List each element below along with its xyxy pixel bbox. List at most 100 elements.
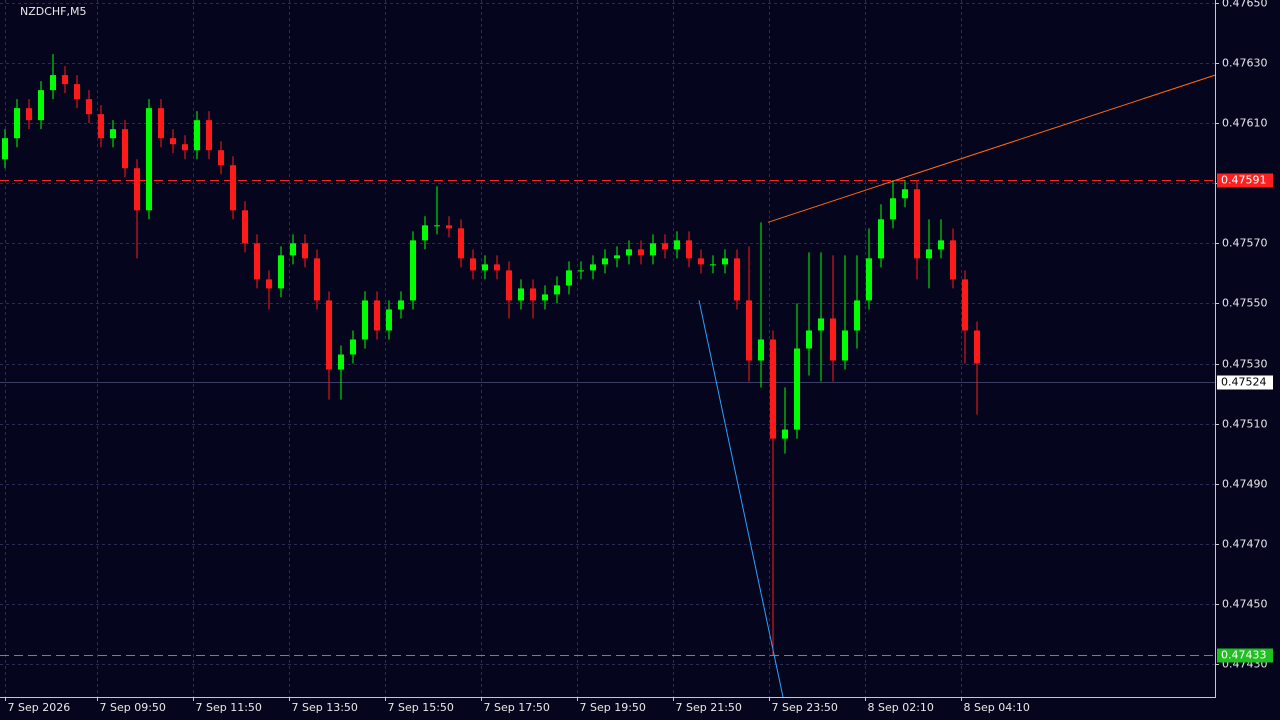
candle-body bbox=[638, 249, 644, 256]
candle-body bbox=[626, 249, 632, 256]
candle-body bbox=[734, 258, 740, 301]
x-tick-label: 7 Sep 23:50 bbox=[772, 701, 838, 714]
candle-body bbox=[230, 165, 236, 211]
candle-body bbox=[86, 99, 92, 115]
candle-body bbox=[518, 288, 524, 301]
trend-line bbox=[767, 74, 1216, 223]
candle-body bbox=[854, 300, 860, 331]
candle-body bbox=[698, 258, 704, 265]
y-tick-label: 0.47650 bbox=[1222, 0, 1268, 10]
candle-body bbox=[122, 129, 128, 169]
price-tag bbox=[1217, 375, 1273, 390]
y-tick-label: 0.47530 bbox=[1222, 358, 1268, 371]
candle-body bbox=[722, 258, 728, 265]
x-tick-label: 8 Sep 04:10 bbox=[964, 701, 1030, 714]
candle-body bbox=[194, 120, 200, 151]
candle-body bbox=[134, 168, 140, 211]
x-tick-label: 7 Sep 13:50 bbox=[292, 701, 358, 714]
candle-body bbox=[110, 129, 116, 139]
candle-body bbox=[158, 108, 164, 139]
candle-body bbox=[830, 318, 836, 361]
candle-body bbox=[506, 270, 512, 301]
candle-body bbox=[890, 198, 896, 220]
candle-body bbox=[542, 294, 548, 301]
x-tick-label: 7 Sep 19:50 bbox=[580, 701, 646, 714]
candle-body bbox=[386, 309, 392, 331]
candle-body bbox=[566, 270, 572, 286]
candle-body bbox=[770, 339, 776, 439]
candle-body bbox=[170, 138, 176, 145]
candle-body bbox=[218, 150, 224, 166]
candle-body bbox=[434, 225, 440, 227]
candle-body bbox=[806, 330, 812, 349]
candle-body bbox=[818, 318, 824, 331]
candle-body bbox=[26, 108, 32, 121]
candle-body bbox=[710, 264, 716, 266]
candle-body bbox=[866, 258, 872, 301]
price-tag bbox=[1217, 173, 1273, 188]
candle-body bbox=[878, 219, 884, 259]
candle-body bbox=[290, 243, 296, 256]
candle-body bbox=[746, 300, 752, 361]
y-tick-label: 0.47490 bbox=[1222, 478, 1268, 491]
candle-body bbox=[482, 264, 488, 271]
candle-body bbox=[602, 258, 608, 265]
candle-body bbox=[554, 285, 560, 295]
candle-body bbox=[62, 75, 68, 85]
candle-body bbox=[182, 144, 188, 151]
y-tick-label: 0.47630 bbox=[1222, 57, 1268, 70]
candle-body bbox=[458, 228, 464, 259]
candle-body bbox=[686, 240, 692, 259]
candle-body bbox=[146, 108, 152, 211]
x-tick-label: 7 Sep 2026 bbox=[8, 701, 71, 714]
candle-body bbox=[350, 339, 356, 355]
candle-body bbox=[326, 300, 332, 370]
candle-body bbox=[2, 138, 8, 160]
price-tag bbox=[1217, 648, 1273, 663]
candle-body bbox=[410, 240, 416, 301]
trend-line bbox=[698, 300, 784, 698]
candle-body bbox=[758, 339, 764, 361]
y-tick-label: 0.47570 bbox=[1222, 237, 1268, 250]
candle-body bbox=[674, 240, 680, 250]
candle-body bbox=[446, 225, 452, 229]
candle-body bbox=[470, 258, 476, 271]
candle-body bbox=[530, 288, 536, 301]
candle-body bbox=[962, 279, 968, 331]
chart-title: NZDCHF,M5 bbox=[20, 5, 87, 18]
candle-body bbox=[362, 300, 368, 340]
candle-body bbox=[914, 189, 920, 259]
candle-body bbox=[590, 264, 596, 271]
price-tag-label: 0.47524 bbox=[1221, 376, 1267, 389]
candle-body bbox=[242, 210, 248, 244]
candle-body bbox=[74, 84, 80, 100]
candle-body bbox=[254, 243, 260, 280]
candle-body bbox=[794, 348, 800, 430]
candle-body bbox=[938, 240, 944, 250]
candle-body bbox=[338, 354, 344, 370]
candle-body bbox=[374, 300, 380, 331]
candle-body bbox=[38, 90, 44, 121]
price-tag-label: 0.47433 bbox=[1221, 649, 1267, 662]
candle-body bbox=[950, 240, 956, 280]
candle-body bbox=[314, 258, 320, 301]
candle-body bbox=[650, 243, 656, 256]
x-tick-label: 7 Sep 21:50 bbox=[676, 701, 742, 714]
candle-body bbox=[302, 243, 308, 259]
y-tick-label: 0.47450 bbox=[1222, 598, 1268, 611]
candle-body bbox=[398, 300, 404, 310]
candle-body bbox=[974, 330, 980, 364]
x-tick-label: 7 Sep 09:50 bbox=[100, 701, 166, 714]
x-tick-label: 7 Sep 15:50 bbox=[388, 701, 454, 714]
x-tick-label: 7 Sep 11:50 bbox=[196, 701, 262, 714]
candle-body bbox=[494, 264, 500, 271]
x-tick-label: 7 Sep 17:50 bbox=[484, 701, 550, 714]
plot-area bbox=[0, 0, 1216, 698]
candle-body bbox=[422, 225, 428, 241]
candle-body bbox=[50, 75, 56, 91]
candle-body bbox=[614, 255, 620, 259]
x-tick-label: 8 Sep 02:10 bbox=[868, 701, 934, 714]
